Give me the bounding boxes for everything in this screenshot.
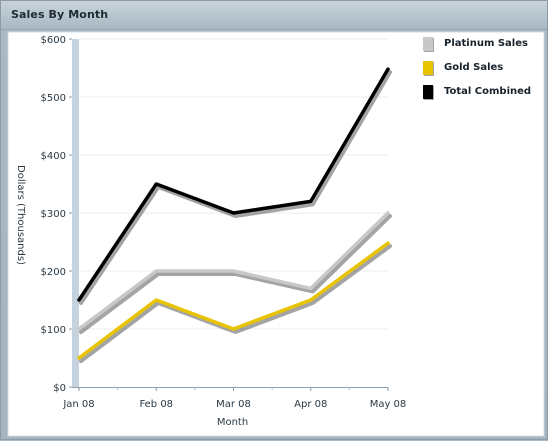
y-tick-label: $100: [41, 325, 66, 336]
legend-item-platinum[interactable]: Platinum Sales: [417, 35, 543, 59]
y-tick-label: $300: [41, 209, 66, 220]
x-tick-label: Feb 08: [139, 399, 173, 410]
series-lines: [79, 69, 390, 361]
y-tick-label: $600: [41, 35, 66, 46]
legend-label-platinum: Platinum Sales: [444, 38, 528, 49]
tick-labels: $0 $100 $200 $300 $400 $500 $600 Jan 08 Feb 08 Ma…: [41, 35, 407, 410]
legend-swatch-gold: [423, 61, 433, 75]
legend: Platinum Sales Gold Sales Total Combined: [417, 35, 543, 107]
legend-label-total: Total Combined: [444, 86, 531, 97]
legend-item-total[interactable]: Total Combined: [417, 83, 543, 107]
x-tick-label: Jan 08: [62, 399, 94, 410]
y-axis-title: Dollars (Thousands): [15, 165, 26, 265]
x-axis-title: Month: [217, 417, 248, 428]
y-tick-label: $0: [53, 383, 66, 394]
y-axis-band: [72, 39, 79, 387]
legend-swatch-total: [423, 85, 433, 99]
y-tick-label: $500: [41, 93, 66, 104]
x-tick-label: Mar 08: [216, 399, 251, 410]
y-tick-label: $200: [41, 267, 66, 278]
y-tick-label: $400: [41, 151, 66, 162]
legend-label-gold: Gold Sales: [444, 62, 503, 73]
x-tick-label: Apr 08: [294, 399, 327, 410]
grid-lines: [79, 39, 388, 329]
x-tick-label: May 08: [370, 399, 407, 410]
series-shadow-2: [81, 72, 390, 303]
legend-item-gold[interactable]: Gold Sales: [417, 59, 543, 83]
legend-swatch-platinum: [423, 37, 433, 51]
